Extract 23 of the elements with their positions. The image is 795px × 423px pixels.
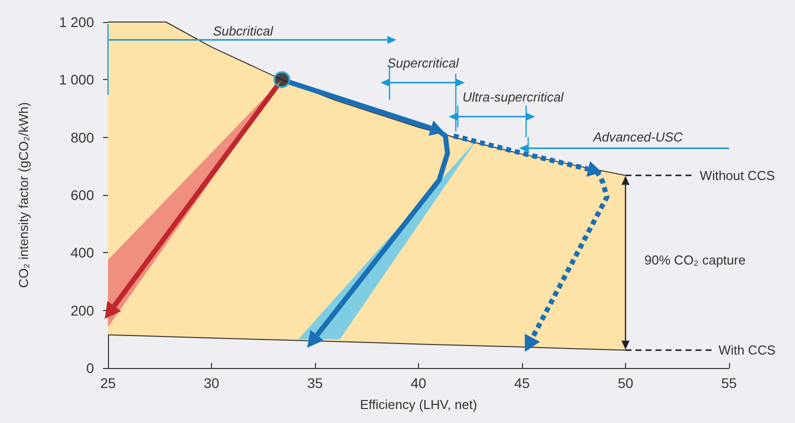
y-tick-label: 400 <box>70 244 94 261</box>
y-tick-label: 0 <box>86 360 94 376</box>
annotation: Advanced-USC <box>592 130 684 144</box>
annotation: Subcritical <box>213 24 274 38</box>
y-tick-label: 800 <box>70 129 94 146</box>
annotation: Supercritical <box>387 56 460 70</box>
series-label: With CCS <box>718 342 776 358</box>
x-tick-label: 40 <box>410 375 426 391</box>
x-tick-label: 35 <box>307 375 323 391</box>
y-tick-label: 200 <box>70 302 94 318</box>
series-label: Without CCS <box>700 168 776 183</box>
x-tick-label: 55 <box>721 375 737 391</box>
x-tick-label: 50 <box>618 375 634 391</box>
x-tick-label: 25 <box>100 375 116 391</box>
y-tick-label: 1 200 <box>58 14 94 30</box>
x-axis-title: Efficiency (LHV, net) <box>360 397 478 412</box>
x-tick-label: 30 <box>204 375 220 391</box>
y-tick-label: 1 000 <box>58 72 94 88</box>
x-tick-label: 45 <box>514 375 530 391</box>
y-axis-title: CO₂ intensity factor (gCO₂/kWh) <box>16 102 31 288</box>
y-tick-label: 600 <box>70 187 94 203</box>
annotation: Ultra-supercritical <box>462 90 565 104</box>
annotation: 90% CO₂ capture <box>644 252 746 268</box>
